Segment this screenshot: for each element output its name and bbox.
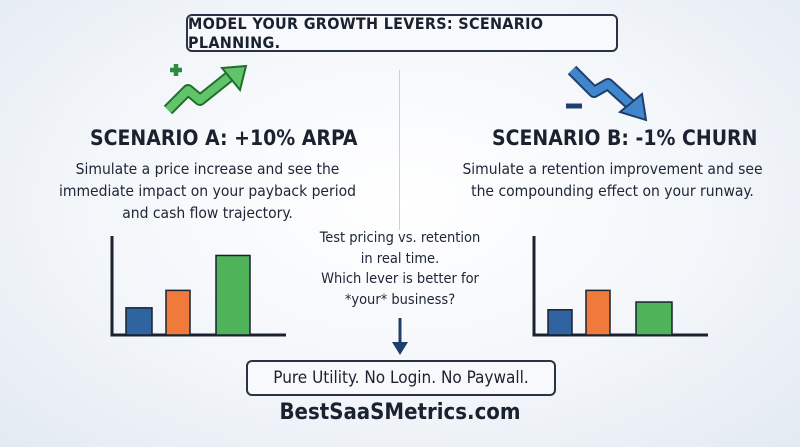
center-line-3: Which lever is better for	[321, 271, 479, 287]
center-divider	[399, 70, 400, 230]
arrow-down-icon	[392, 318, 408, 355]
footer-tagline: Pure Utility. No Login. No Paywall.	[273, 368, 529, 388]
chart-bar-2	[165, 289, 191, 336]
footer-banner: Pure Utility. No Login. No Paywall.	[246, 360, 556, 396]
center-line-4: *your* business?	[344, 291, 456, 308]
website-url[interactable]: BestSaaSMetrics.com	[279, 400, 521, 425]
center-line-1: Test pricing vs. retention	[319, 230, 481, 246]
scenario-b-heading: SCENARIO B: -1% CHURN	[492, 126, 758, 150]
scenario-a-description: Simulate a price increase and see the im…	[58, 160, 356, 222]
scenario-b-description: Simulate a retention improvement and see…	[462, 160, 763, 200]
center-question: Test pricing vs. retention in real time.…	[300, 228, 500, 310]
scenario-b-bar-chart	[532, 236, 708, 337]
chart-bar-3	[215, 254, 251, 336]
chart-bar-1	[547, 309, 573, 336]
chart-bar-3	[635, 301, 673, 336]
center-line-2: in real time.	[360, 250, 440, 267]
trending-up-plus-icon	[163, 64, 248, 115]
trending-down-minus-icon	[566, 65, 648, 122]
chart-bar-1	[125, 307, 153, 336]
scenario-a-heading: SCENARIO A: +10% ARPA	[90, 126, 358, 150]
scenario-a-bar-chart	[110, 236, 286, 337]
title-banner: MODEL YOUR GROWTH LEVERS: SCENARIO PLANN…	[186, 14, 618, 52]
chart-bar-2	[585, 289, 611, 336]
page-title: MODEL YOUR GROWTH LEVERS: SCENARIO PLANN…	[188, 14, 544, 52]
